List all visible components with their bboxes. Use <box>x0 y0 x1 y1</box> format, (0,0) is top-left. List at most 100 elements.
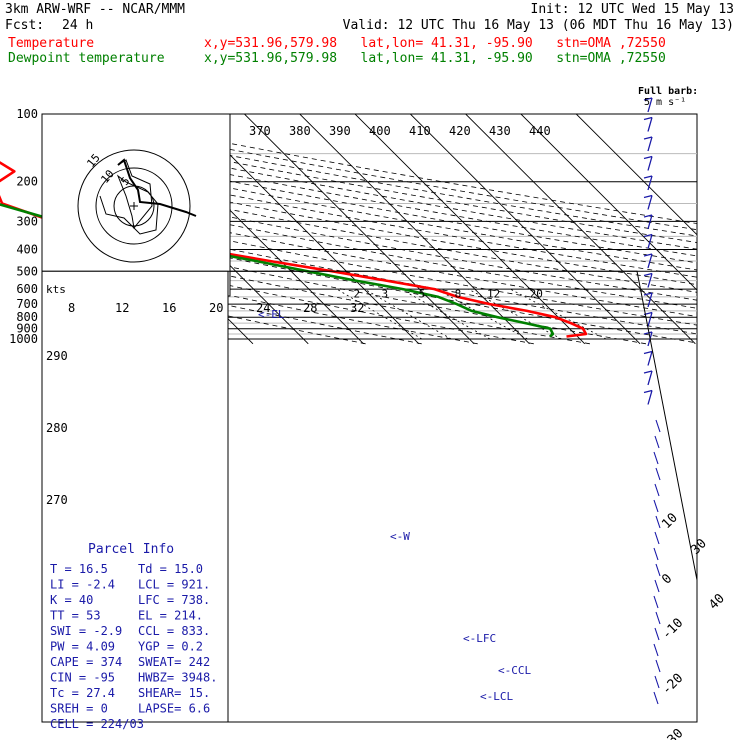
mixing-ratio-line <box>468 288 562 340</box>
parcel-info-value: LCL = 921. <box>138 578 210 592</box>
wind-barb-staff <box>653 691 659 705</box>
wind-barb-staff <box>654 675 660 689</box>
wind-barb-staff <box>655 515 661 529</box>
speed-tick-label: 20 <box>209 301 223 315</box>
parcel-info-value: TT = 53 <box>50 609 101 623</box>
theta-e-label: 430 <box>489 124 511 138</box>
speed-tick-label: 28 <box>303 301 317 315</box>
theta-e-label: 410 <box>409 124 431 138</box>
dry-adiabat <box>42 209 697 335</box>
wind-barb-flag <box>643 116 653 121</box>
theta-label: 290 <box>46 349 68 363</box>
parcel-info-value: CAPE = 374 <box>50 655 122 669</box>
wind-barb-flag <box>643 175 653 179</box>
barb-legend-title: Full barb: <box>638 86 698 97</box>
pressure-tick-label: 1000 <box>9 332 38 346</box>
pressure-tick-label: 100 <box>16 107 38 121</box>
parcel-info-value: LI = -2.4 <box>50 578 115 592</box>
pressure-tick-label: 400 <box>16 242 38 256</box>
wind-barb-staff <box>647 156 653 171</box>
valid-time: Valid: 12 UTC Thu 16 May 13 (06 MDT Thu … <box>342 18 734 33</box>
wind-barb-staff <box>647 292 653 308</box>
dry-adiabat <box>79 114 697 224</box>
parcel-info-value: SWI = -2.9 <box>50 624 122 638</box>
speed-tick-label: 12 <box>115 301 129 315</box>
wind-barb-staff <box>653 499 659 513</box>
pressure-tick-label: 600 <box>16 282 38 296</box>
mixing-ratio-label: 2 <box>353 287 360 300</box>
wind-barb-staff <box>654 579 660 593</box>
pressure-tick-label: 700 <box>16 297 38 311</box>
pressure-tick-label: 900 <box>16 322 38 336</box>
hodograph-box <box>41 113 231 297</box>
wind-barb-staff <box>653 451 659 465</box>
el-marker: <-EL <box>258 308 285 321</box>
wind-barb-staff <box>653 643 659 657</box>
isotherm-line <box>354 114 586 345</box>
wind-barb-flag <box>643 214 653 218</box>
wind-barb-flag <box>643 331 653 335</box>
parcel-info-value: HWBZ= 3948. <box>138 671 217 685</box>
dry-adiabat <box>42 177 697 301</box>
wind-barb-staff <box>647 97 653 113</box>
speed-tick-label: 32 <box>350 301 364 315</box>
wind-barb-staff <box>647 351 653 366</box>
wind-barb-flag <box>643 253 653 257</box>
speed-tick-label: 8 <box>68 301 75 315</box>
parcel-info-value: SHEAR= 15. <box>138 686 210 700</box>
mixing-ratio-label: 8 <box>455 287 462 300</box>
wind-barb-staff <box>654 435 660 449</box>
wind-barb-staff <box>655 467 661 481</box>
mixing-ratio-label: 3 <box>382 287 389 300</box>
dry-adiabat <box>42 226 647 345</box>
parcel-info-title: Parcel Info <box>88 542 174 557</box>
parcel-info-value: CELL = 224/03 <box>50 717 144 731</box>
parcel-info-value: PW = 4.09 <box>50 640 115 654</box>
speed-tick-label: 16 <box>162 301 176 315</box>
parcel-info-value: K = 40 <box>50 593 93 607</box>
mixing-ratio-label: 20 <box>530 287 543 300</box>
speed-tick-label: 24 <box>256 301 270 315</box>
theta-e-label: 380 <box>289 124 311 138</box>
theta-e-label: 390 <box>329 124 351 138</box>
forecast-label: Fcst: <box>5 18 45 33</box>
isotherm-side-label: -30 <box>659 726 686 740</box>
isotherm-line <box>575 114 697 236</box>
isotherm-line <box>409 114 641 345</box>
dewpoint-legend-info: x,y=531.96,579.98 lat,lon= 41.31, -95.90… <box>204 51 666 66</box>
wind-barb-flag <box>643 97 653 101</box>
isotherm-corner-label: 40 <box>706 591 728 613</box>
mixing-ratio-label: 5 <box>419 287 426 300</box>
mixing-ratio-label: 12 <box>487 287 500 300</box>
theta-e-label: 370 <box>249 124 271 138</box>
wind-barb-flag <box>643 370 653 374</box>
theta-label: 270 <box>46 493 68 507</box>
init-time: Init: 12 UTC Wed 15 May 13 <box>530 2 735 17</box>
wind-barb-staff <box>647 370 653 386</box>
forecast-hours: 24 h <box>62 18 94 33</box>
parcel-info-value: LFC = 738. <box>138 593 210 607</box>
wind-barb-staff <box>655 611 661 625</box>
parcel-info-value: YGP = 0.2 <box>138 640 203 654</box>
mixing-ratio-line <box>400 288 491 340</box>
wind-barb-staff <box>647 273 653 288</box>
temperature-legend-label: Temperature <box>8 36 95 51</box>
wind-barb-staff <box>653 547 659 561</box>
wind-barb-staff <box>654 627 660 641</box>
pressure-tick-label: 300 <box>16 214 38 228</box>
parcel-info-value: Td = 15.0 <box>138 562 203 576</box>
theta-label: 280 <box>46 421 68 435</box>
parcel-info-value: SREH = 0 <box>50 702 108 716</box>
wind-barb-staff <box>647 390 653 405</box>
wind-barb-staff <box>647 312 653 327</box>
parcel-info-value: T = 16.5 <box>50 562 108 576</box>
wind-barb-staff <box>647 117 653 132</box>
wetbulb-zero-marker: <-W <box>390 530 410 543</box>
wind-barb-staff <box>655 419 661 433</box>
wind-barb-flag <box>643 155 653 160</box>
wind-barb-flag <box>643 350 653 355</box>
barb-legend-value: 5 m s⁻¹ <box>644 97 686 108</box>
pressure-tick-label: 200 <box>16 175 38 189</box>
parcel-info-value: EL = 214. <box>138 609 203 623</box>
hodograph-units-label: kts <box>46 283 66 296</box>
